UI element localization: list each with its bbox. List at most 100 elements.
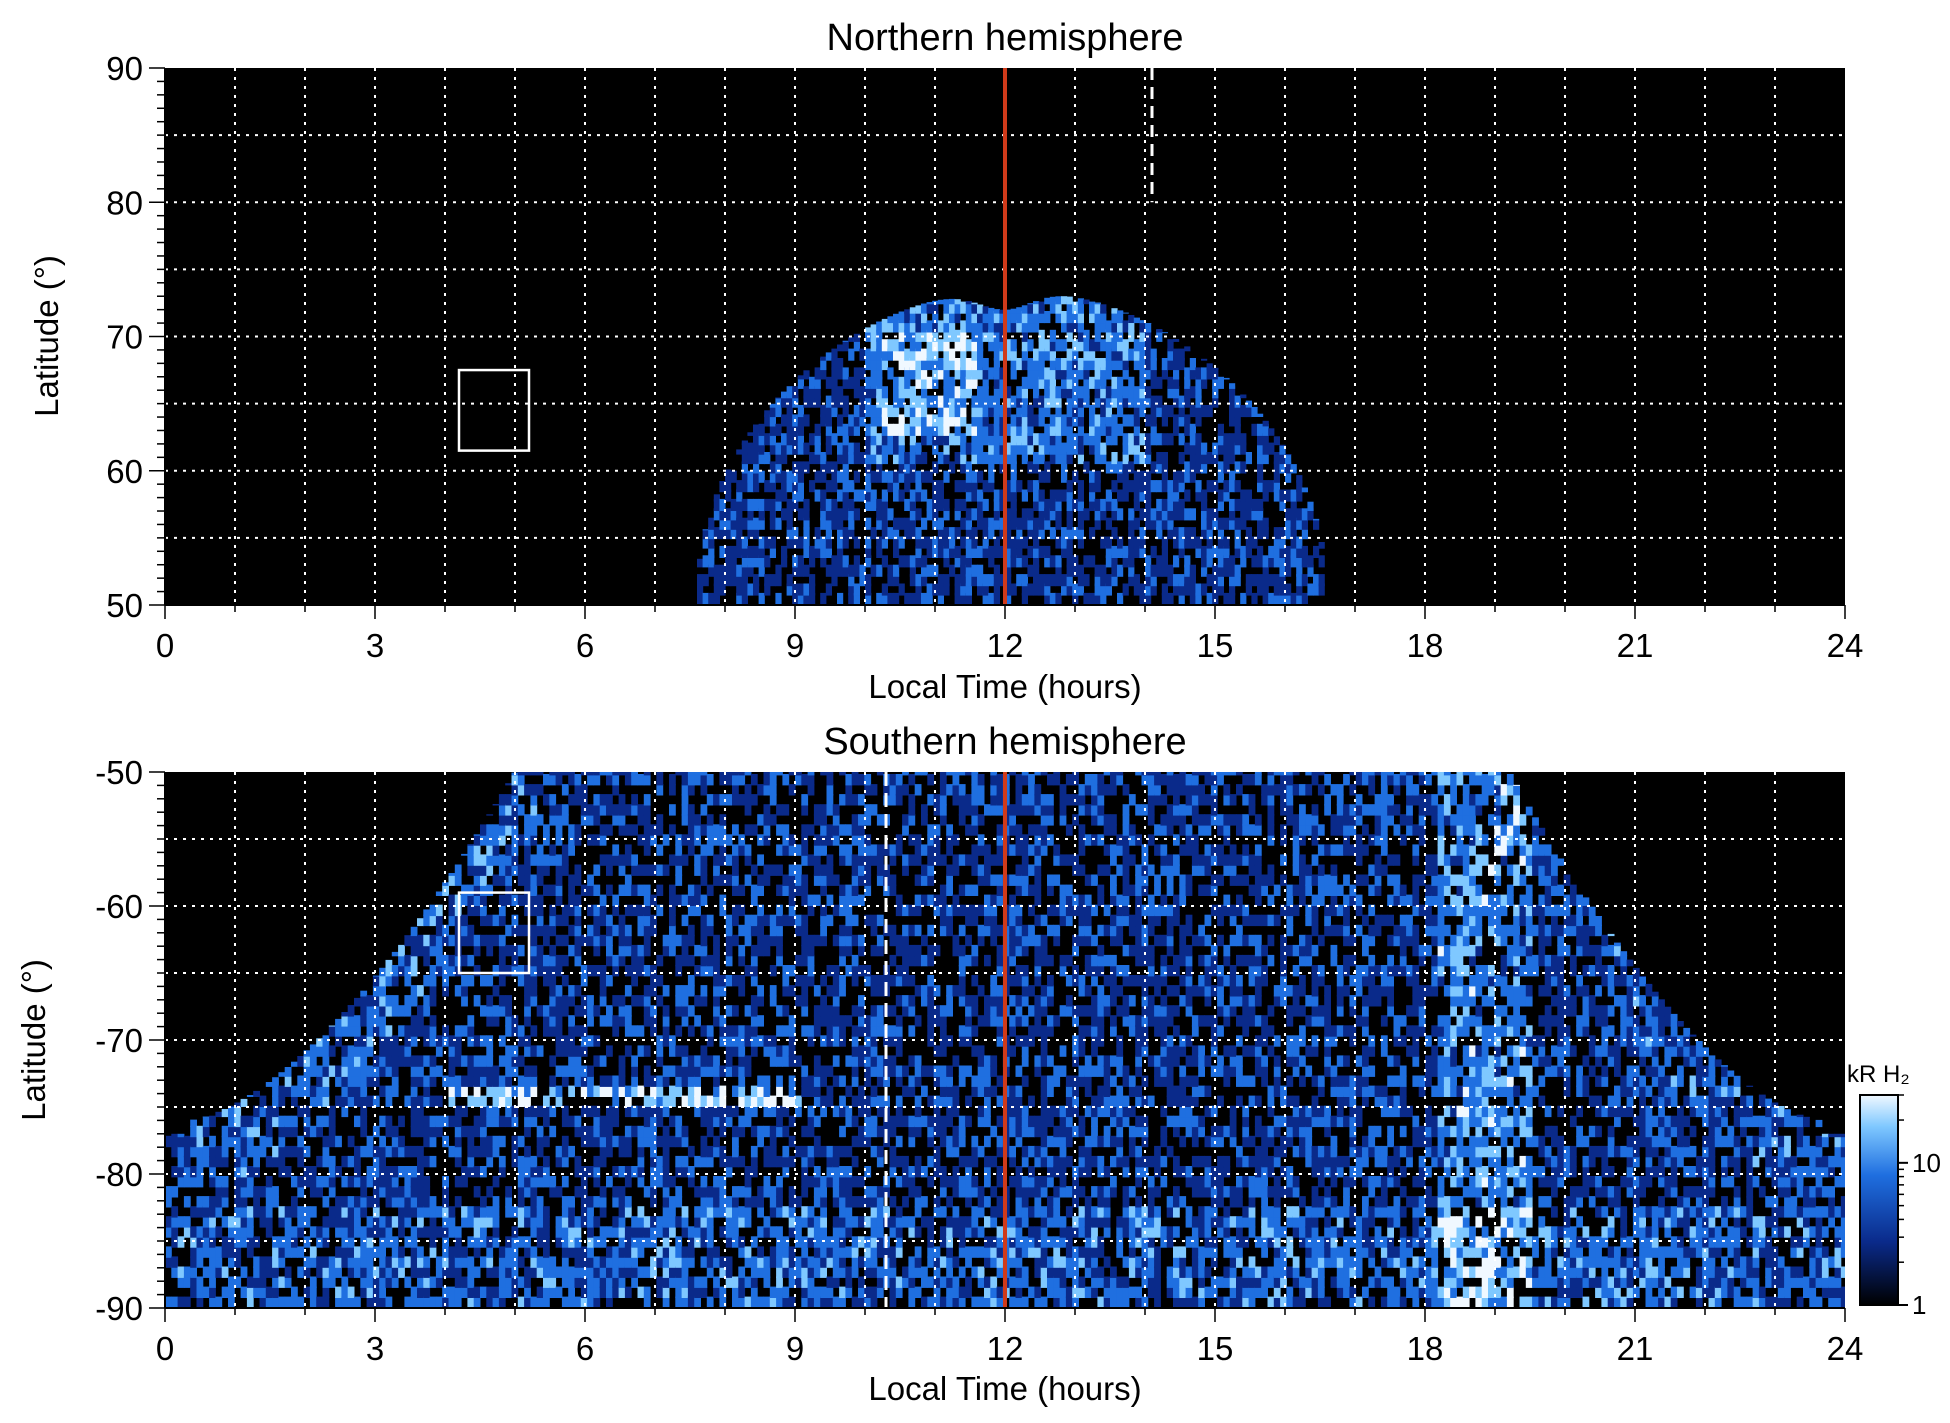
south-emission-cell bbox=[549, 774, 557, 786]
north-emission-cell bbox=[1173, 480, 1180, 493]
north-emission-cell bbox=[803, 498, 810, 511]
north-emission-cell bbox=[926, 564, 933, 577]
north-emission-cell bbox=[993, 508, 1000, 521]
south-emission-cell bbox=[637, 965, 645, 977]
north-emission-cell bbox=[921, 395, 928, 408]
south-emission-cell bbox=[687, 924, 695, 937]
north-emission-cell bbox=[1212, 367, 1219, 370]
north-emission-cell bbox=[865, 480, 872, 493]
north-emission-cell bbox=[1027, 583, 1034, 596]
south-emission-cell bbox=[404, 1045, 412, 1057]
south-emission-cell bbox=[662, 1135, 670, 1148]
north-emission-cell bbox=[870, 376, 877, 389]
south-emission-cell bbox=[360, 995, 368, 1007]
north-emission-cell bbox=[1217, 461, 1224, 474]
north-emission-cell bbox=[831, 555, 838, 568]
south-emission-cell bbox=[624, 1166, 632, 1178]
north-emission-cell bbox=[753, 527, 760, 540]
north-emission-cell bbox=[971, 348, 978, 361]
south-emission-cell bbox=[738, 1095, 746, 1107]
north-emission-cell bbox=[1117, 592, 1124, 605]
north-emission-cell bbox=[1033, 301, 1040, 305]
south-emission-cell bbox=[398, 1196, 405, 1208]
south-emission-cell bbox=[448, 904, 456, 917]
south-emission-cell bbox=[435, 965, 443, 977]
south-emission-cell bbox=[593, 1256, 601, 1268]
south-emission-cell bbox=[335, 1206, 342, 1218]
north-emission-cell bbox=[1044, 367, 1051, 380]
north-emission-cell bbox=[1083, 508, 1090, 521]
north-emission-cell bbox=[775, 405, 782, 418]
south-emission-cell bbox=[215, 1196, 223, 1208]
north-emission-cell bbox=[1005, 480, 1012, 493]
south-emission-cell bbox=[221, 1155, 229, 1168]
north-emission-cell bbox=[932, 583, 939, 596]
south-emission-cell bbox=[832, 1226, 840, 1238]
north-emission-cell bbox=[1038, 367, 1045, 380]
south-emission-cell bbox=[379, 1296, 386, 1308]
south-emission-cell bbox=[272, 1246, 279, 1258]
south-emission-cell bbox=[265, 1105, 273, 1118]
south-emission-cell bbox=[574, 824, 582, 836]
north-emission-cell bbox=[1077, 442, 1084, 455]
south-emission-cell bbox=[587, 804, 594, 816]
south-emission-cell bbox=[587, 884, 594, 896]
south-emission-cell bbox=[757, 854, 764, 866]
south-emission-cell bbox=[410, 1296, 418, 1308]
south-emission-cell bbox=[372, 1015, 380, 1027]
north-emission-cell bbox=[825, 433, 832, 446]
north-emission-cell bbox=[1139, 358, 1146, 371]
south-emission-cell bbox=[429, 1055, 437, 1067]
south-emission-cell bbox=[486, 1246, 494, 1258]
south-emission-cell bbox=[700, 985, 708, 997]
north-emission-cell bbox=[988, 555, 995, 568]
north-emission-cell bbox=[1257, 452, 1264, 465]
south-emission-cell bbox=[681, 834, 689, 846]
south-emission-cell bbox=[498, 864, 506, 876]
south-emission-cell bbox=[637, 1206, 645, 1218]
north-emission-cell bbox=[1251, 555, 1258, 568]
north-emission-cell bbox=[1313, 518, 1320, 530]
south-emission-cell bbox=[662, 1145, 670, 1158]
north-emission-cell bbox=[1021, 358, 1028, 371]
north-emission-cell bbox=[881, 414, 888, 427]
north-emission-cell bbox=[1262, 574, 1269, 587]
south-emission-cell bbox=[410, 995, 418, 1007]
south-emission-cell bbox=[486, 1145, 494, 1158]
north-emission-cell bbox=[909, 498, 916, 511]
north-emission-cell bbox=[809, 376, 816, 389]
south-emission-cell bbox=[795, 874, 802, 886]
north-emission-cell bbox=[1139, 339, 1146, 352]
north-emission-cell bbox=[1139, 320, 1146, 324]
south-emission-cell bbox=[278, 1072, 286, 1077]
north-emission-cell bbox=[960, 461, 967, 474]
north-emission-cell bbox=[915, 452, 922, 465]
north-emission-cell bbox=[954, 433, 961, 446]
south-emission-cell bbox=[265, 1186, 273, 1198]
north-emission-cell bbox=[820, 452, 827, 465]
south-emission-cell bbox=[467, 1256, 475, 1268]
north-emission-cell bbox=[1117, 348, 1124, 361]
north-emission-cell bbox=[1066, 555, 1073, 568]
north-emission-cell bbox=[1066, 527, 1073, 540]
south-emission-cell bbox=[240, 1098, 248, 1107]
south-emission-cell bbox=[807, 975, 815, 987]
north-emission-cell bbox=[943, 367, 950, 380]
south-emission-cell bbox=[776, 824, 783, 836]
north-emission-cell bbox=[1077, 386, 1084, 399]
south-emission-cell bbox=[543, 1286, 550, 1298]
north-emission-cell bbox=[842, 405, 849, 418]
north-emission-cell bbox=[1049, 423, 1056, 436]
north-emission-cell bbox=[1055, 489, 1062, 502]
north-emission-cell bbox=[803, 517, 810, 530]
north-emission-cell bbox=[887, 423, 894, 436]
south-emission-cell bbox=[404, 1095, 412, 1107]
south-emission-cell bbox=[845, 854, 853, 866]
north-emission-cell bbox=[769, 498, 776, 511]
north-emission-cell bbox=[865, 498, 872, 511]
south-emission-cell bbox=[738, 794, 746, 806]
north-emission-cell bbox=[1201, 583, 1208, 596]
south-emission-cell bbox=[656, 884, 664, 896]
north-emission-cell bbox=[1161, 545, 1168, 558]
south-emission-cell bbox=[769, 985, 777, 997]
